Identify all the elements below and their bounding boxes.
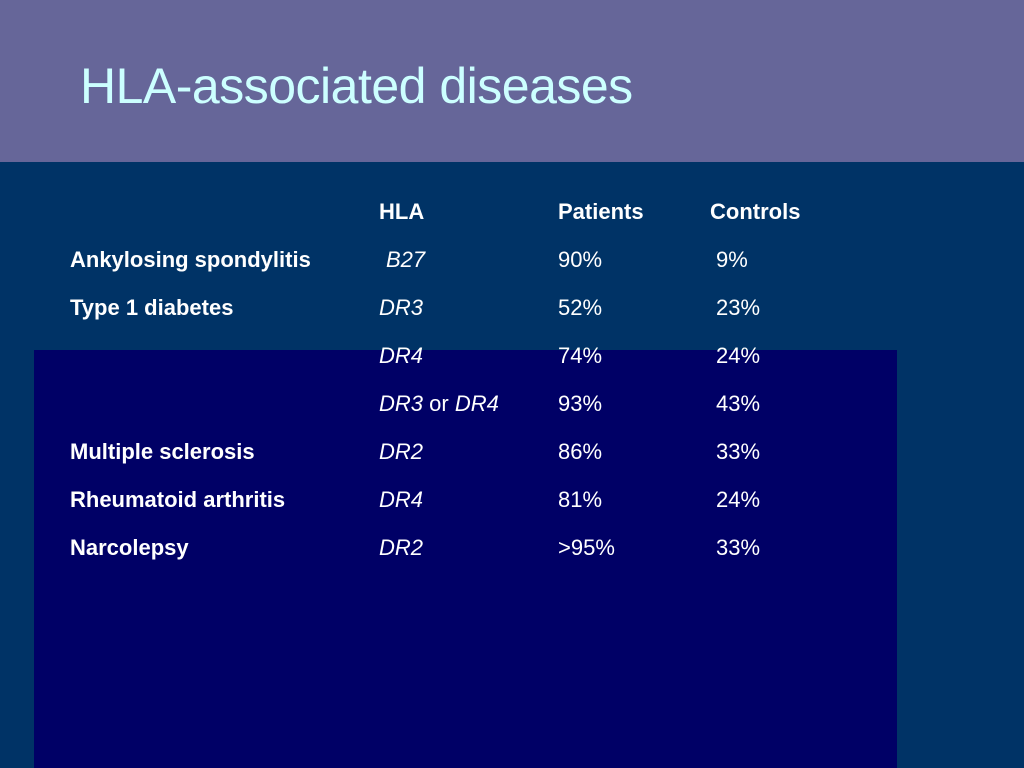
hla-allele: DR3	[379, 295, 424, 320]
row-patients: 81%	[558, 487, 603, 512]
row-controls: 9%	[716, 247, 748, 272]
hla-allele-b: DR4	[454, 391, 499, 416]
row-controls: 33%	[716, 439, 761, 464]
row-patients: 52%	[558, 295, 603, 320]
row-disease: Narcolepsy	[70, 535, 189, 560]
hla-allele-a: DR3	[379, 391, 424, 416]
hla-allele: DR4	[379, 343, 424, 368]
hla-allele: DR2	[379, 535, 424, 560]
slide-title: HLA-associated diseases	[80, 58, 633, 114]
row-patients: 74%	[558, 343, 603, 368]
row-hla: DR2	[379, 535, 423, 561]
hla-allele: DR4	[379, 487, 424, 512]
hla-allele: DR2	[379, 439, 424, 464]
row-patients: 90%	[558, 247, 603, 272]
row-controls: 24%	[716, 487, 761, 512]
row-disease: Ankylosing spondylitis	[70, 247, 311, 272]
row-hla: DR4	[379, 487, 423, 513]
inner-panel	[34, 350, 897, 768]
row-patients: 86%	[558, 439, 603, 464]
row-patients: >95%	[558, 535, 615, 560]
row-hla: DR3 or DR4	[379, 391, 499, 417]
row-hla: DR2	[379, 439, 423, 465]
row-controls: 33%	[716, 535, 761, 560]
row-hla: DR3	[379, 295, 423, 321]
title-band: HLA-associated diseases	[0, 0, 1024, 162]
row-controls: 24%	[716, 343, 761, 368]
row-hla: DR4	[379, 343, 423, 369]
header-hla: HLA	[379, 199, 425, 224]
row-disease: Rheumatoid arthritis	[70, 487, 286, 512]
row-hla: B27	[379, 247, 425, 273]
hla-conjunction: or	[429, 391, 449, 416]
header-patients: Patients	[558, 199, 644, 224]
row-disease: Type 1 diabetes	[70, 295, 234, 320]
row-controls: 43%	[716, 391, 761, 416]
row-controls: 23%	[716, 295, 761, 320]
hla-allele: B27	[386, 247, 426, 272]
row-disease: Multiple sclerosis	[70, 439, 255, 464]
header-controls: Controls	[710, 199, 801, 224]
row-patients: 93%	[558, 391, 603, 416]
